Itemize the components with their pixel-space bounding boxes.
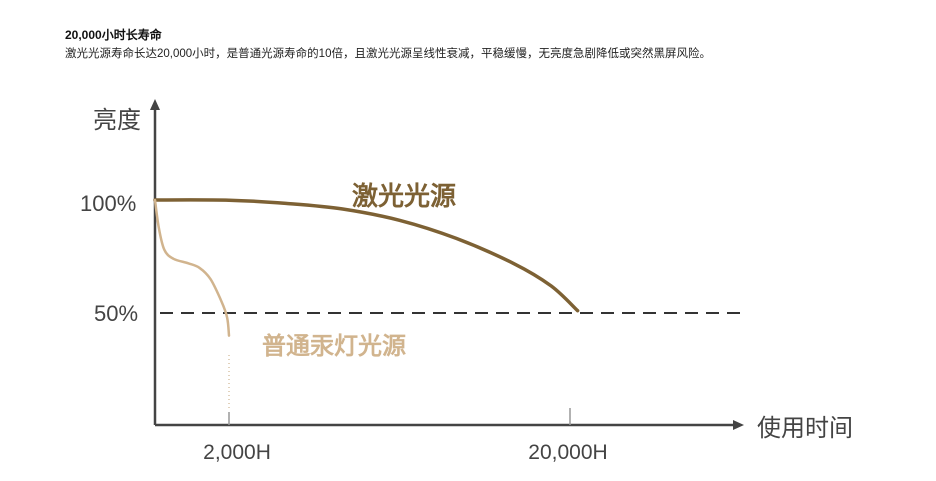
series-line-laser xyxy=(153,198,580,313)
series-line-mercury xyxy=(153,198,231,337)
x-axis-arrow xyxy=(733,420,744,430)
x-axis-label: 使用时间 xyxy=(757,415,853,442)
series-label-mercury: 普通汞灯光源 xyxy=(262,332,406,360)
y-tick-50: 50% xyxy=(94,301,138,326)
y-tick-100: 100% xyxy=(80,191,136,216)
series-label-laser: 激光光源 xyxy=(352,181,456,211)
section-title: 20,000小时长寿命 xyxy=(65,28,162,42)
x-tick-2000: 2,000H xyxy=(203,441,271,464)
section-description: 激光光源寿命长达20,000小时，是普通光源寿命的10倍，且激光光源呈线性衰减，… xyxy=(65,48,711,60)
y-axis-arrow xyxy=(150,99,160,110)
x-tick-20000: 20,000H xyxy=(528,441,607,464)
y-axis-label: 亮度 xyxy=(93,107,141,134)
